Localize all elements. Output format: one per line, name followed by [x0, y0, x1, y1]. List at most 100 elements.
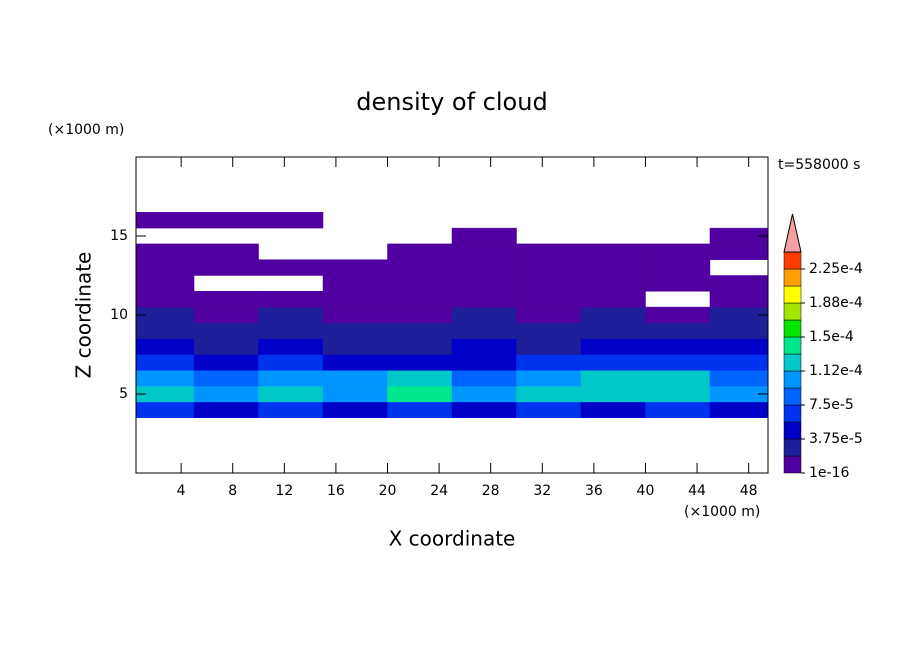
x-tick-label: 20	[379, 483, 397, 499]
contour-cell	[135, 243, 195, 260]
contour-cell	[258, 370, 324, 387]
colorbar-band	[783, 336, 802, 355]
contour-cell	[516, 370, 582, 387]
contour-cell	[193, 385, 259, 403]
contour-cell	[709, 370, 769, 387]
x-tick-label: 48	[740, 483, 758, 499]
colorbar-band	[783, 455, 802, 474]
contour-cell	[580, 322, 646, 339]
contour-cell	[516, 401, 582, 418]
contour-cell	[645, 370, 711, 387]
colorbar-band	[783, 438, 802, 457]
contour-cell	[709, 291, 769, 308]
y-tick-label: 10	[110, 307, 128, 323]
contour-cell	[322, 354, 388, 371]
contour-cell	[516, 243, 582, 260]
contour-cell	[645, 243, 711, 260]
contour-cell	[645, 401, 711, 418]
contour-cell	[135, 354, 195, 371]
contour-cell	[258, 385, 324, 403]
contour-cell	[135, 370, 195, 387]
contour-cell	[193, 243, 259, 260]
contour-cell	[580, 401, 646, 418]
contour-cell	[516, 354, 582, 371]
x-tick-label: 28	[482, 483, 500, 499]
contour-cell	[193, 401, 259, 418]
contour-cell	[135, 291, 195, 308]
contour-cell	[645, 275, 711, 292]
contour-cell	[451, 370, 517, 387]
contour-cell	[258, 322, 324, 339]
contour-cell	[516, 322, 582, 339]
contour-cell	[193, 322, 259, 339]
x-tick-label: 32	[533, 483, 551, 499]
contour-cell	[387, 385, 453, 403]
x-tick-label: 24	[430, 483, 448, 499]
contour-cell	[645, 338, 711, 355]
colorbar-band	[783, 404, 802, 423]
x-tick-label: 4	[177, 483, 186, 499]
x-tick-label: 16	[327, 483, 345, 499]
contour-cell	[135, 275, 195, 292]
contour-cell	[258, 291, 324, 308]
contour-cell	[451, 243, 517, 260]
contour-cell	[580, 338, 646, 355]
contour-cell	[322, 401, 388, 418]
y-tick-label: 15	[110, 228, 128, 244]
contour-cell	[709, 275, 769, 292]
x-axis-title: X coordinate	[389, 527, 516, 551]
contour-cell	[580, 385, 646, 403]
contour-cell	[258, 401, 324, 418]
contour-cell	[580, 354, 646, 371]
time-annotation: t=558000 s	[778, 157, 860, 173]
contour-cell	[709, 322, 769, 339]
colorbar-label: 2.25e-4	[809, 261, 863, 277]
contour-cell	[451, 385, 517, 403]
colorbar-label: 1.88e-4	[809, 295, 863, 311]
y-unit: (×1000 m)	[48, 122, 124, 138]
x-tick-label: 36	[585, 483, 603, 499]
contour-cell	[387, 370, 453, 387]
contour-cell	[322, 306, 388, 324]
contour-cell	[387, 243, 453, 260]
contour-cell	[193, 306, 259, 324]
x-tick-label: 40	[637, 483, 655, 499]
colorbar-band	[783, 387, 802, 406]
contour-cell	[387, 322, 453, 339]
contour-cell	[451, 338, 517, 355]
contour-cell	[193, 338, 259, 355]
contour-cell	[258, 259, 324, 276]
contour-cell	[451, 275, 517, 292]
colorbar-band	[783, 251, 802, 270]
contour-cell	[193, 291, 259, 308]
colorbar-band	[783, 268, 802, 287]
x-tick-label: 12	[275, 483, 293, 499]
contour-cell	[322, 259, 388, 276]
contour-cell	[580, 243, 646, 260]
contour-cell	[322, 322, 388, 339]
colorbar-band	[783, 353, 802, 372]
contour-cell	[387, 338, 453, 355]
colorbar-band	[783, 421, 802, 440]
contour-cell	[451, 291, 517, 308]
contour-cell	[258, 306, 324, 324]
contour-cell	[258, 338, 324, 355]
contour-cell	[516, 385, 582, 403]
contour-cell	[451, 401, 517, 418]
contour-cell	[516, 259, 582, 276]
contour-cell	[387, 291, 453, 308]
contour-cell	[516, 291, 582, 308]
x-tick-label: 44	[688, 483, 706, 499]
colorbar-label: 1e-16	[809, 465, 849, 481]
contour-cell	[387, 275, 453, 292]
colorbar-band	[783, 285, 802, 304]
contour-cell	[645, 259, 711, 276]
contour-cell	[451, 354, 517, 371]
contour-cell	[387, 401, 453, 418]
colorbar-band	[783, 319, 802, 338]
contour-cell	[645, 385, 711, 403]
contour-cell	[322, 370, 388, 387]
contour-cell	[580, 275, 646, 292]
contour-cell	[387, 354, 453, 371]
contour-cell	[709, 338, 769, 355]
